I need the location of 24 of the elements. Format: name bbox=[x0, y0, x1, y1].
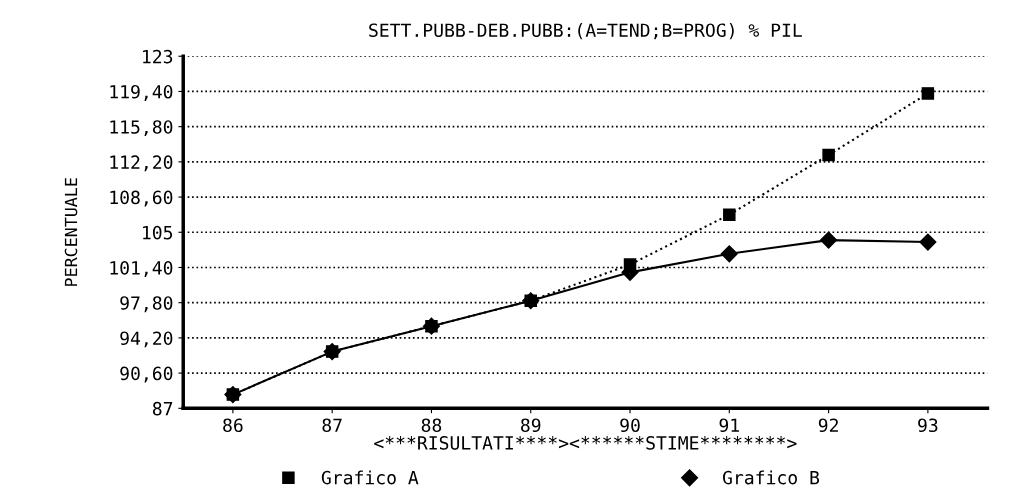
legend-label: Grafico B bbox=[722, 470, 820, 485]
y-tick-label: 105 bbox=[143, 225, 173, 240]
x-tick-label: 89 bbox=[521, 418, 541, 433]
x-tick-label: 87 bbox=[322, 418, 342, 433]
y-tick-label: 87 bbox=[152, 401, 173, 416]
y-axis-title: PERCENTUALE bbox=[64, 178, 78, 286]
y-tick-label: 123 bbox=[143, 49, 173, 64]
y-tick-label: 108,60 bbox=[110, 190, 173, 207]
x-axis-title: <***RISULTATI****><******STIME********> bbox=[374, 436, 797, 450]
x-tick-label: 92 bbox=[818, 418, 838, 433]
y-tick-label: 97,80 bbox=[120, 296, 173, 313]
y-tick-label: 101,40 bbox=[110, 260, 173, 277]
x-tick-label: 90 bbox=[620, 418, 640, 433]
y-tick-label: 90,60 bbox=[120, 366, 173, 383]
x-tick-label: 93 bbox=[918, 418, 938, 433]
y-tick-label: 115,80 bbox=[110, 120, 173, 137]
x-tick-label: 88 bbox=[421, 418, 442, 433]
legend-label: Grafico A bbox=[321, 470, 419, 485]
y-tick-label: 94,20 bbox=[120, 331, 173, 348]
y-tick-label: 112,20 bbox=[110, 155, 173, 172]
y-tick-label: 119,40 bbox=[110, 84, 173, 101]
chart-title: SETT.PUBB-DEB.PUBB:(A=TEND;B=PROG) % PIL bbox=[369, 23, 802, 40]
x-tick-label: 91 bbox=[719, 418, 739, 433]
x-tick-label: 86 bbox=[223, 418, 243, 433]
